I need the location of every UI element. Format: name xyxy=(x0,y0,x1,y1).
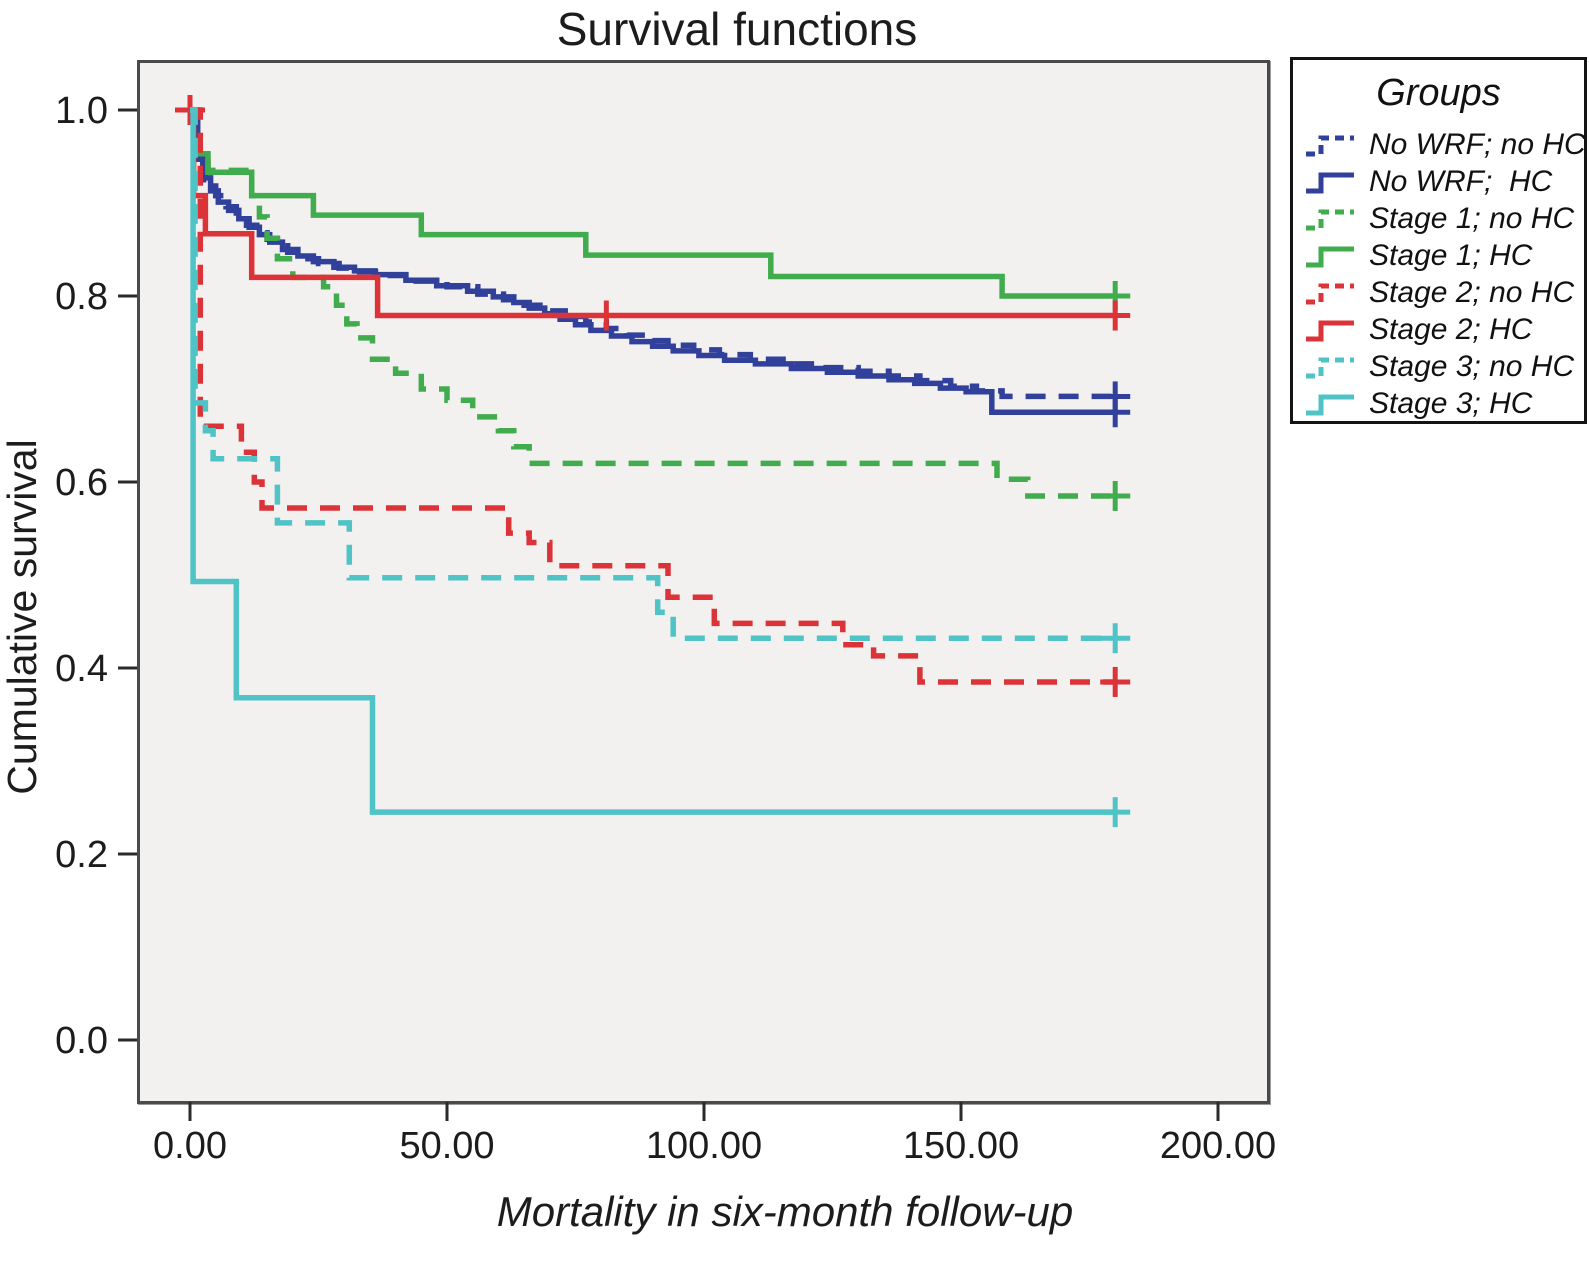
legend-item-no-wrf-hc: No WRF; HC xyxy=(1303,163,1580,200)
dashed-line-swatch-icon xyxy=(1306,283,1354,304)
legend-item-stage-1-no-hc: Stage 1; no HC xyxy=(1303,200,1580,237)
x-tick-label: 200.00 xyxy=(1160,1125,1276,1167)
legend-item-stage-2-no-hc: Stage 2; no HC xyxy=(1303,274,1580,311)
legend-item-stage-3-hc: Stage 3; HC xyxy=(1303,385,1580,422)
legend-item-stage-3-no-hc: Stage 3; no HC xyxy=(1303,348,1580,385)
legend-item-label: Stage 1; no HC xyxy=(1369,201,1575,235)
dashed-line-swatch-icon xyxy=(1306,135,1354,156)
solid-line-swatch-icon xyxy=(1306,172,1354,193)
legend-item-no-wrf-no-hc: No WRF; no HC xyxy=(1303,126,1586,163)
legend-item-label: Stage 1; HC xyxy=(1369,238,1533,272)
x-tick-label: 100.00 xyxy=(646,1125,762,1167)
legend-item-label: Stage 2; HC xyxy=(1369,312,1533,346)
legend-items: No WRF; no HC No WRF; HC Stage 1; no HC Sta… xyxy=(1303,126,1586,422)
legend-item-stage-1-hc: Stage 1; HC xyxy=(1303,237,1580,274)
x-axis-label: Mortality in six-month follow-up xyxy=(496,1188,1074,1235)
solid-line-swatch-icon xyxy=(1306,320,1354,341)
y-tick-label: 0.0 xyxy=(55,1020,108,1062)
legend-title: Groups xyxy=(1376,72,1501,114)
solid-line-swatch-icon xyxy=(1306,246,1354,267)
dashed-line-swatch-icon xyxy=(1306,209,1354,230)
x-tick-label: 0.00 xyxy=(153,1125,227,1167)
x-tick-label: 50.00 xyxy=(399,1125,494,1167)
y-tick-label: 1.0 xyxy=(55,90,108,132)
x-tick-label: 150.00 xyxy=(903,1125,1019,1167)
solid-line-swatch-icon xyxy=(1306,394,1354,415)
dashed-line-swatch-icon xyxy=(1306,357,1354,378)
legend-item-label: Stage 3; no HC xyxy=(1369,349,1575,383)
legend-item-label: Stage 3; HC xyxy=(1369,386,1533,420)
legend-item-stage-2-hc: Stage 2; HC xyxy=(1303,311,1580,348)
y-tick-label: 0.8 xyxy=(55,276,108,318)
legend-item-label: Stage 2; no HC xyxy=(1369,275,1575,309)
legend-item-label: No WRF; HC xyxy=(1369,164,1553,198)
legend-box: Groups No WRF; no HC No WRF; HC Stage 1; n… xyxy=(1290,57,1587,424)
y-tick-label: 0.2 xyxy=(55,834,108,876)
plot-area xyxy=(137,60,1270,1104)
chart-title: Survival functions xyxy=(556,3,918,55)
y-tick-label: 0.6 xyxy=(55,462,108,504)
legend-item-label: No WRF; no HC xyxy=(1369,127,1586,161)
y-axis-label: Cumulative survival xyxy=(0,439,45,795)
y-tick-label: 0.4 xyxy=(55,648,108,690)
